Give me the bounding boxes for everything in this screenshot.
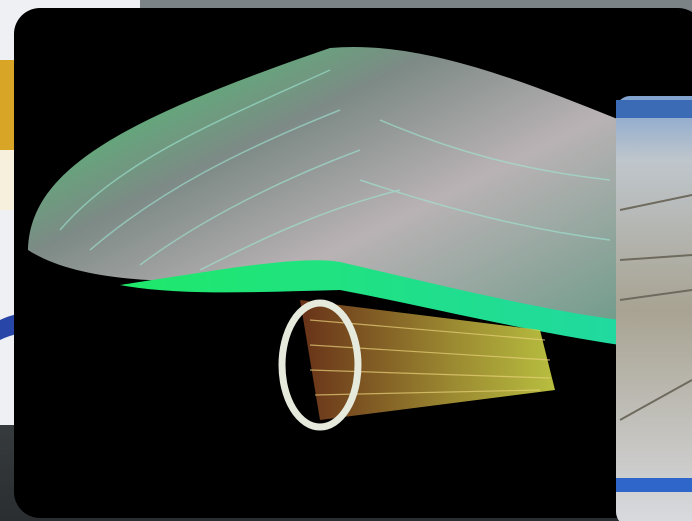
right-screenshot xyxy=(616,96,692,521)
wing-visualization xyxy=(28,46,620,431)
top-strip xyxy=(140,0,692,10)
